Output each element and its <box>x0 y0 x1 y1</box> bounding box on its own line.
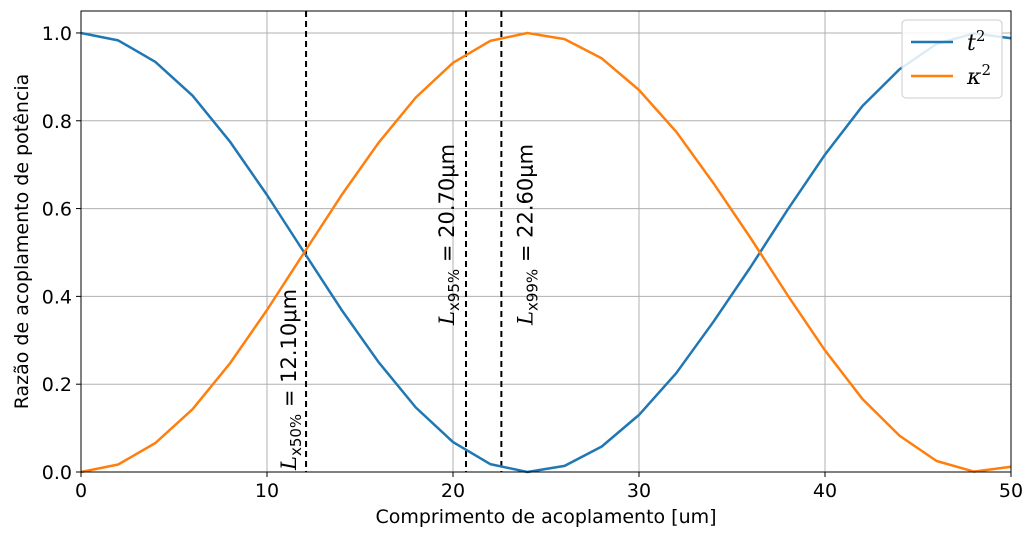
legend-box <box>901 19 1003 99</box>
legend-superscript: 2 <box>976 27 986 45</box>
marker-annotation: Lx95% = 20.70μm <box>435 144 463 326</box>
y-tick-label: 1.0 <box>42 23 72 45</box>
x-tick-label: 0 <box>75 480 87 502</box>
plot-frame <box>80 10 1012 473</box>
y-tick-label: 0.4 <box>42 286 72 308</box>
annotation-main: L <box>435 311 459 326</box>
x-tick-label: 50 <box>999 480 1023 502</box>
y-axis-ticks: 0.0 0.2 0.4 0.6 0.8 1.0 <box>42 23 81 484</box>
marker-annotation: Lx99% = 22.60μm <box>513 144 541 326</box>
annotation-value: = 20.70μm <box>435 144 459 269</box>
x-tick-label: 20 <box>441 480 465 502</box>
x-axis-label: Comprimento de acoplamento [um] <box>375 506 716 528</box>
annotation-main: L <box>513 311 537 326</box>
legend-superscript: 2 <box>981 61 991 79</box>
annotation-value: = 22.60μm <box>513 144 537 269</box>
y-tick-label: 0.6 <box>42 199 72 221</box>
x-axis-ticks: 0 10 20 30 40 50 <box>75 472 1023 502</box>
annotation-value: = 12.10μm <box>277 289 301 414</box>
y-tick-label: 0.2 <box>42 374 72 396</box>
annotation-subscript: x99% <box>523 269 541 311</box>
x-tick-label: 10 <box>255 480 279 502</box>
vertical-marker-lines <box>305 11 503 472</box>
series-line <box>80 31 1012 474</box>
y-tick-label: 0.8 <box>42 111 72 133</box>
legend-series-name: t <box>967 31 976 56</box>
series-lines <box>80 31 1012 474</box>
x-tick-label: 30 <box>627 480 651 502</box>
legend-series-name: κ <box>966 65 982 90</box>
annotation-main: L <box>277 456 301 471</box>
annotation-subscript: x50% <box>287 414 305 456</box>
marker-annotation: Lx50% = 12.10μm <box>277 289 305 471</box>
series-line <box>80 31 1012 474</box>
legend-label: κ2 <box>966 61 991 90</box>
x-tick-label: 40 <box>813 480 837 502</box>
legend-label: t2 <box>967 27 985 56</box>
y-axis-label: Razão de acoplamento de potência <box>11 74 33 410</box>
y-tick-label: 0.0 <box>42 462 72 484</box>
annotation-subscript: x95% <box>445 269 463 311</box>
